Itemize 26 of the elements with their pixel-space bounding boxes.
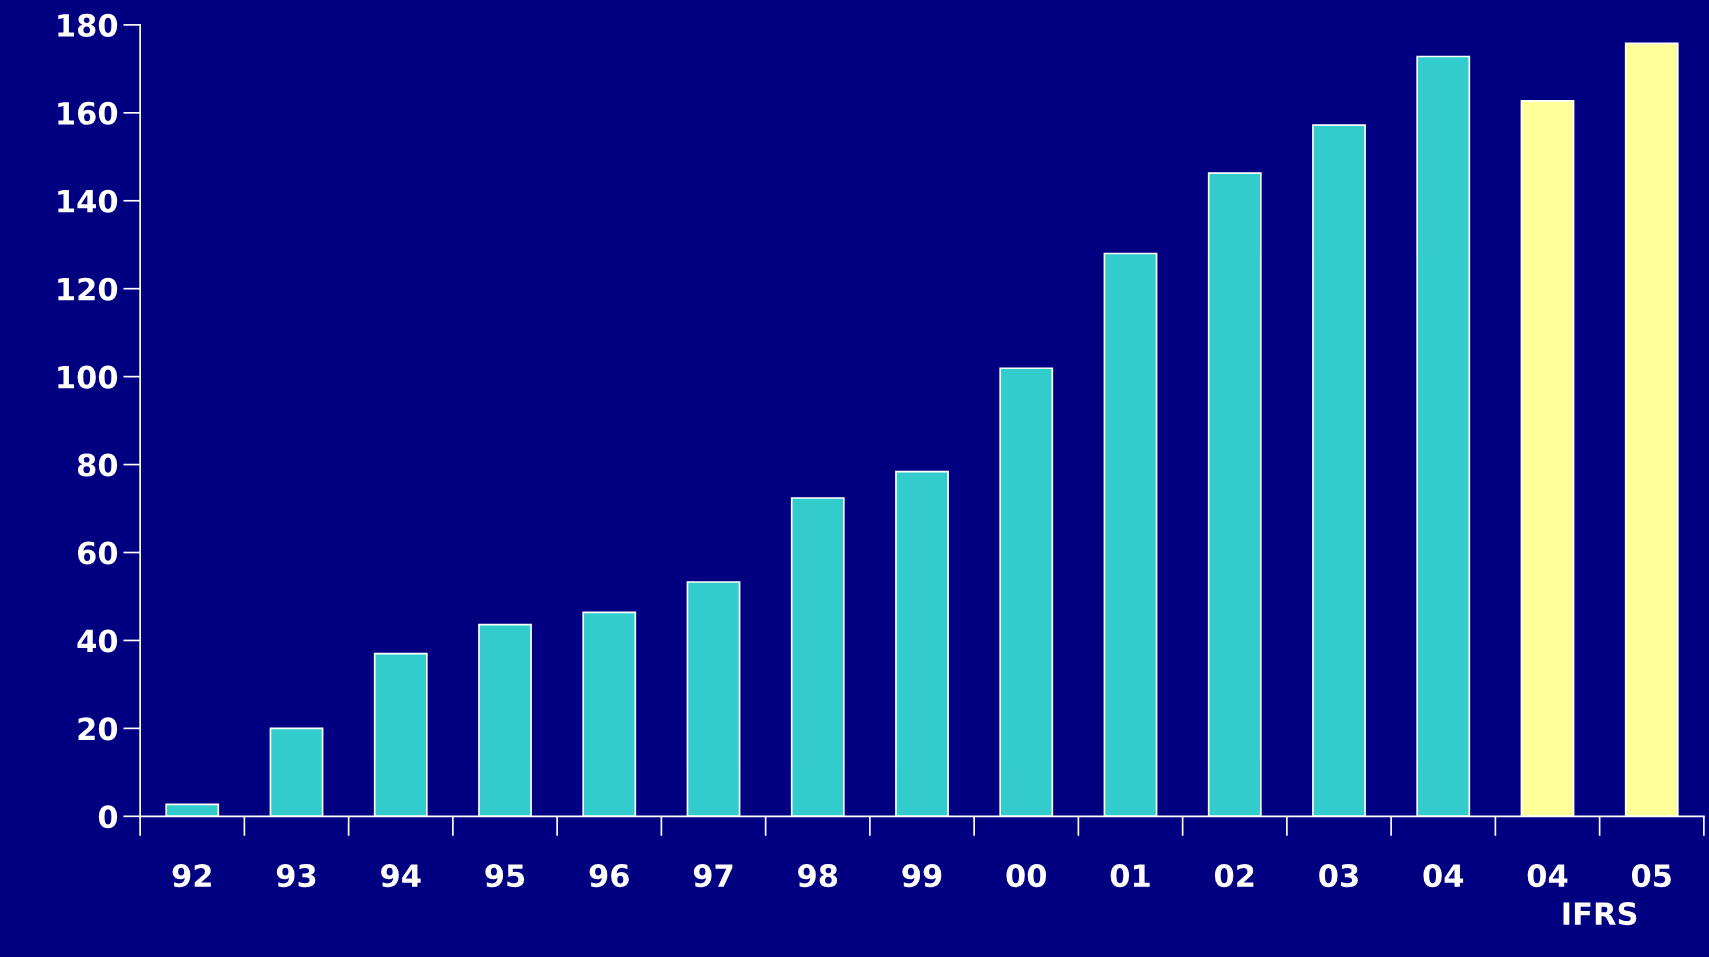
x-tick-label: 00 <box>1006 864 1047 888</box>
x-tick-label: 92 <box>172 864 211 888</box>
y-tick-label: 160 <box>58 101 118 125</box>
y-tick-label: 80 <box>77 453 118 477</box>
x-tick-label: 02 <box>1214 864 1254 888</box>
x-tick-label: 98 <box>798 864 838 888</box>
text: IFRS <box>1563 902 1637 926</box>
y-tick-label: 140 <box>58 189 118 213</box>
y-tick-label: 180 <box>58 13 118 37</box>
x-tick-label: 05 <box>1631 864 1671 888</box>
x-tick-label: 95 <box>485 864 525 888</box>
y-tick-label: 0 <box>98 805 118 829</box>
x-tick-label: 04 <box>1527 864 1568 888</box>
y-tick-label: 60 <box>77 541 118 565</box>
x-tick-label: 97 <box>693 864 733 888</box>
y-tick-label: 100 <box>58 365 118 389</box>
x-tick-label: 03 <box>1319 864 1358 888</box>
x-tick-label: 94 <box>381 864 421 888</box>
y-tick-label: 120 <box>58 277 118 301</box>
x-tick-label: 04 <box>1423 864 1464 888</box>
x-tick-label: 99 <box>902 864 942 888</box>
y-tick-label: 20 <box>78 717 118 741</box>
y-tick-label: 40 <box>77 629 118 653</box>
x-tick-label: 93 <box>276 864 316 888</box>
x-tick-label: 01 <box>1110 864 1150 888</box>
x-tick-label: 96 <box>589 864 629 888</box>
